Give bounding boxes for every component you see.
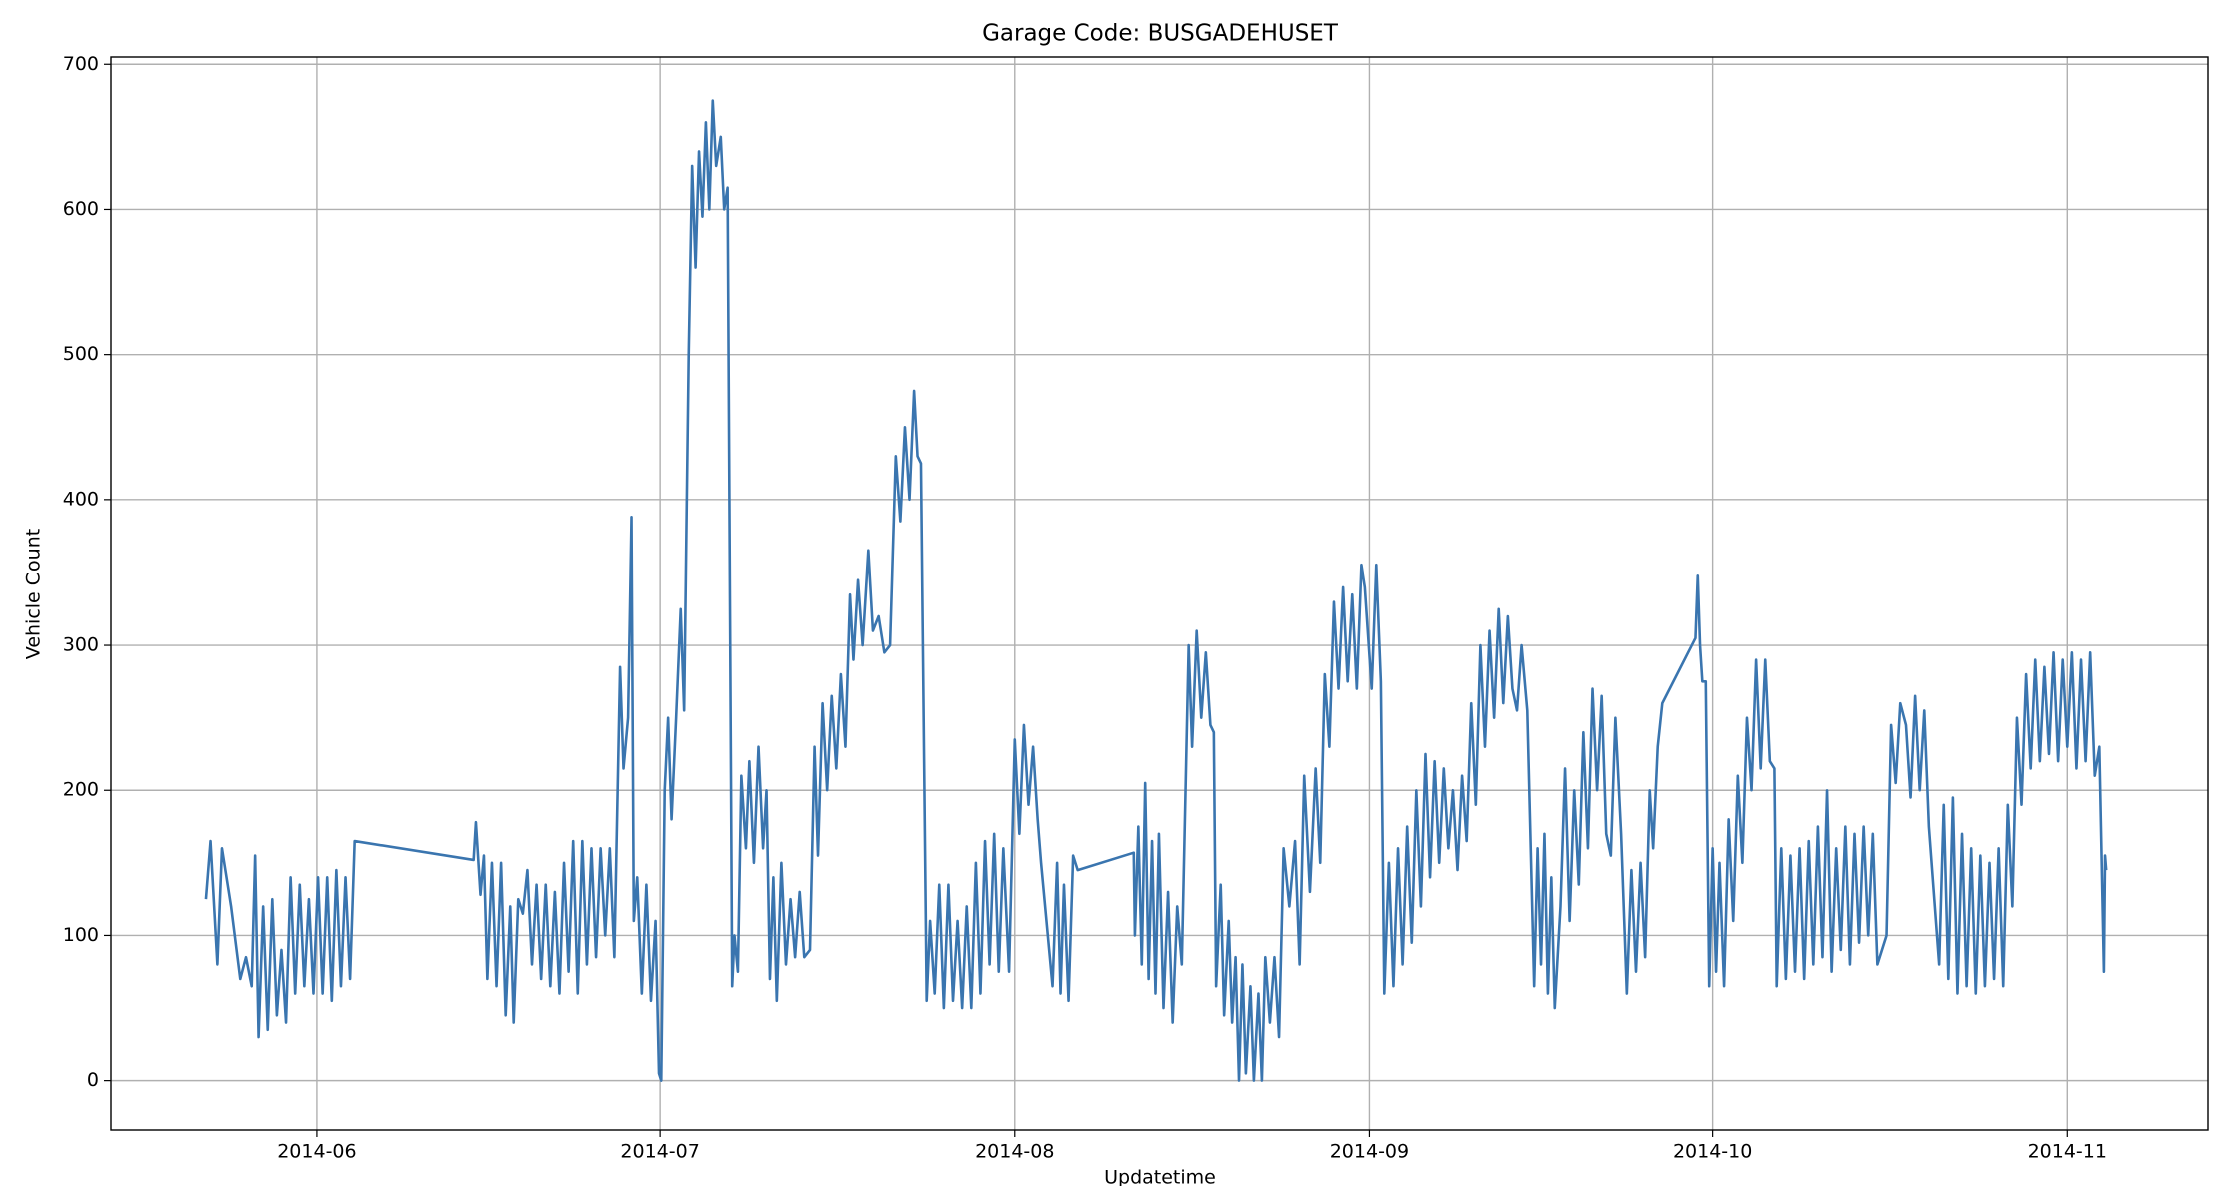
- y-axis-label: Vehicle Count: [23, 529, 45, 659]
- x-axis-label: Updatetime: [1104, 1167, 1216, 1186]
- x-tick-label: 2014-08: [975, 1141, 1054, 1163]
- y-tick-label: 500: [63, 343, 99, 365]
- y-tick-label: 100: [63, 924, 99, 946]
- x-tick-label: 2014-10: [1673, 1141, 1752, 1163]
- x-tick-label: 2014-11: [2028, 1141, 2107, 1163]
- x-tick-label: 2014-07: [620, 1141, 699, 1163]
- data-line: [204, 99, 2108, 1082]
- plot-frame: [110, 56, 2209, 1131]
- y-tick-label: 0: [87, 1069, 99, 1091]
- x-tick-label: 2014-09: [1330, 1141, 1409, 1163]
- y-tick-label: 200: [63, 779, 99, 801]
- x-tick-label: 2014-06: [277, 1141, 356, 1163]
- y-tick-label: 600: [63, 198, 99, 220]
- y-tick-label: 300: [63, 634, 99, 656]
- y-tick-label: 700: [63, 53, 99, 75]
- y-tick-label: 400: [63, 488, 99, 510]
- chart-title: Garage Code: BUSGADEHUSET: [982, 21, 1339, 47]
